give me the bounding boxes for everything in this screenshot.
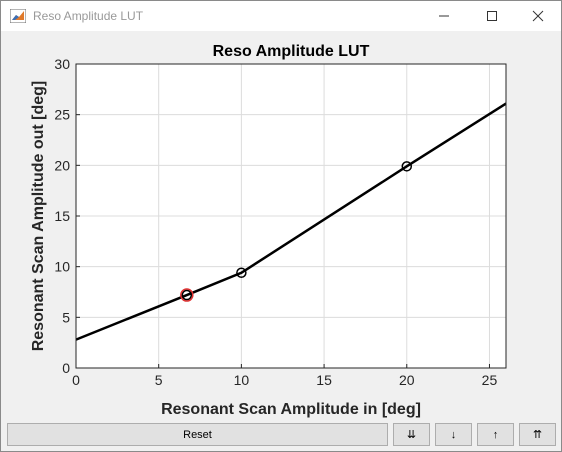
- matlab-icon: [10, 9, 26, 23]
- y-tick-label: 25: [54, 107, 70, 123]
- minimize-button[interactable]: [421, 1, 467, 31]
- series-group: [75, 102, 507, 341]
- minimize-icon: [439, 15, 449, 17]
- x-tick-label: 5: [155, 372, 163, 388]
- close-button[interactable]: [515, 1, 561, 31]
- control-bar: Reset ⇊ ↓ ↑ ⇈: [1, 421, 561, 451]
- x-tick-label: 15: [316, 372, 332, 388]
- y-tick-label: 15: [54, 208, 70, 224]
- step-up-button[interactable]: ↑: [477, 423, 514, 446]
- x-tick-label: 0: [72, 372, 80, 388]
- step-down-button[interactable]: ↓: [435, 423, 472, 446]
- y-tick-label: 20: [54, 157, 70, 173]
- y-tick-label: 10: [54, 259, 70, 275]
- y-axis-label: Resonant Scan Amplitude out [deg]: [30, 81, 47, 352]
- chart-title: Reso Amplitude LUT: [213, 43, 370, 60]
- current-point-marker[interactable]: [181, 289, 193, 301]
- lut-point-marker[interactable]: [401, 161, 413, 172]
- x-axis-label: Resonant Scan Amplitude in [deg]: [161, 401, 421, 418]
- maximize-button[interactable]: [469, 1, 515, 31]
- window-title: Reso Amplitude LUT: [33, 9, 144, 23]
- maximize-icon: [487, 11, 497, 21]
- close-icon: [532, 10, 544, 22]
- current-point-highlight[interactable]: [180, 288, 194, 302]
- reset-button[interactable]: Reset: [7, 423, 388, 446]
- axes-box: [75, 63, 507, 369]
- x-tick-label: 10: [234, 372, 250, 388]
- x-tick-label: 20: [399, 372, 415, 388]
- lut-chart[interactable]: 0 5 10 15 20 25 0 5 10 15 20 25 30 Reso Amplitude LU…: [1, 32, 561, 420]
- y-tick-label: 30: [54, 56, 70, 72]
- step-up-large-button[interactable]: ⇈: [519, 423, 556, 446]
- lut-point-marker[interactable]: [236, 267, 247, 278]
- plot-area: 0 5 10 15 20 25 0 5 10 15 20 25 30 Reso Amplitude LU…: [1, 32, 561, 420]
- x-tick-label: 25: [482, 372, 498, 388]
- title-bar: Reso Amplitude LUT: [1, 1, 561, 31]
- y-tick-label: 5: [62, 309, 70, 325]
- y-tick-label: 0: [62, 360, 70, 376]
- lut-line: [75, 102, 507, 341]
- ticks: 0 5 10 15 20 25 0 5 10 15 20 25 30: [54, 56, 497, 388]
- step-down-large-button[interactable]: ⇊: [393, 423, 430, 446]
